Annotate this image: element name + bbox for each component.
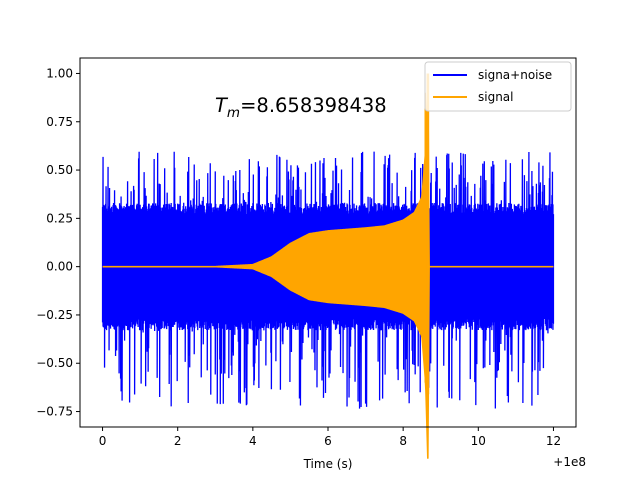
x-offset-label: +1e8 xyxy=(553,455,586,469)
y-tick-label: 0.00 xyxy=(46,260,73,274)
x-tick-label: 6 xyxy=(324,434,332,448)
tm-annotation-prefix: T xyxy=(215,94,229,117)
tm-annotation: Tm=8.658398438 xyxy=(215,94,387,121)
y-tick-label: 1.00 xyxy=(46,66,73,80)
x-tick-label: 10 xyxy=(471,434,486,448)
legend-label-signal: signal xyxy=(478,90,514,104)
y-tick-label: −0.75 xyxy=(36,405,73,419)
x-tick-label: 2 xyxy=(174,434,182,448)
series-area-signal xyxy=(102,74,554,459)
x-tick-label: 8 xyxy=(399,434,407,448)
legend: signa+noise signal xyxy=(424,61,572,112)
y-tick-label: 0.50 xyxy=(46,163,73,177)
axes: 0 2 4 6 8 10 12 −0.75 −0.50 −0.25 0.00 0.25 0.50 0.75… xyxy=(36,66,561,448)
tm-annotation-value: =8.658398438 xyxy=(240,94,387,117)
x-axis-label: Time (s) xyxy=(303,457,353,471)
y-tick-label: −0.25 xyxy=(36,308,73,322)
y-tick-label: 0.25 xyxy=(46,211,73,225)
y-tick-label: 0.75 xyxy=(46,115,73,129)
tm-annotation-subscript: m xyxy=(227,105,240,121)
y-tick-label: −0.50 xyxy=(36,356,73,370)
x-tick-label: 0 xyxy=(99,434,107,448)
x-tick-label: 4 xyxy=(249,434,257,448)
plot-area xyxy=(101,73,555,459)
x-tick-label: 12 xyxy=(546,434,561,448)
legend-label-signal-noise: signa+noise xyxy=(478,68,552,82)
